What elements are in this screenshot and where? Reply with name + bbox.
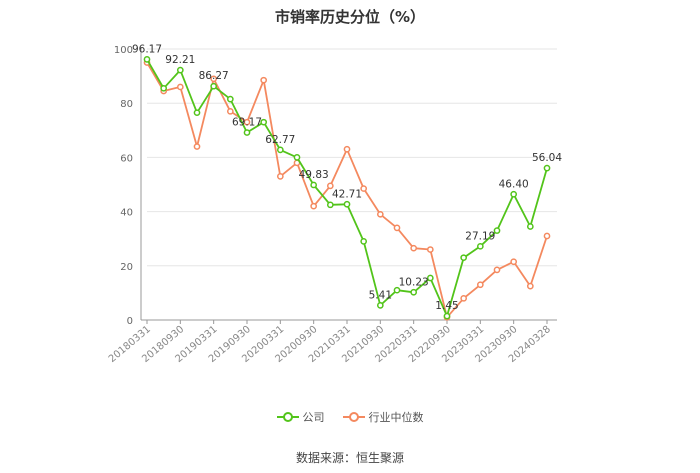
data-label: 27.19 bbox=[465, 230, 495, 242]
industry-median-point bbox=[326, 182, 334, 190]
data-label: 69.17 bbox=[232, 117, 262, 129]
company-point bbox=[226, 95, 234, 103]
company-point bbox=[543, 164, 551, 172]
legend-label-industry-median: 行业中位数 bbox=[368, 411, 424, 424]
legend-item-company[interactable]: 公司 bbox=[276, 409, 325, 425]
industry-median-point bbox=[493, 266, 501, 274]
line-chart: 0204060801002018033120180930201903312019… bbox=[107, 43, 562, 365]
industry-median-point bbox=[243, 118, 251, 126]
industry-median-point bbox=[360, 185, 368, 192]
y-tick-label: 40 bbox=[120, 208, 133, 219]
company-point bbox=[193, 109, 201, 117]
legend-swatch-company-icon bbox=[276, 412, 299, 422]
company-point bbox=[526, 223, 534, 230]
chart-title: 市销率历史分位（%） bbox=[274, 8, 426, 26]
industry-median-point bbox=[460, 294, 468, 302]
data-label: 42.71 bbox=[332, 188, 362, 200]
industry-median-point bbox=[176, 83, 184, 91]
company-point bbox=[293, 154, 301, 161]
industry-median-point bbox=[410, 244, 418, 252]
company-point bbox=[460, 254, 468, 262]
industry-median-point bbox=[476, 281, 484, 289]
data-label: 10.23 bbox=[399, 276, 429, 288]
industry-median-point bbox=[193, 143, 201, 150]
industry-median-point bbox=[276, 173, 284, 180]
company-point bbox=[360, 238, 368, 245]
company-point bbox=[143, 56, 151, 63]
company-point bbox=[426, 274, 434, 282]
industry-median-point bbox=[310, 202, 318, 210]
y-tick-label: 60 bbox=[120, 153, 133, 164]
data-label: 56.04 bbox=[532, 152, 562, 164]
company-point bbox=[493, 227, 501, 234]
company-point bbox=[310, 181, 318, 189]
data-label: 92.21 bbox=[165, 54, 195, 66]
company-point bbox=[160, 84, 168, 92]
y-tick-label: 20 bbox=[120, 262, 133, 273]
industry-median-point bbox=[376, 210, 384, 218]
company-point bbox=[326, 201, 334, 209]
data-label: 5.41 bbox=[369, 289, 392, 301]
company-point bbox=[476, 242, 484, 250]
industry-median-point bbox=[526, 282, 534, 290]
data-label: 46.40 bbox=[499, 178, 529, 190]
data-label: 96.17 bbox=[132, 43, 162, 55]
data-label: 62.77 bbox=[265, 134, 295, 146]
company-point bbox=[510, 190, 518, 198]
company-point bbox=[260, 118, 268, 126]
company-point bbox=[210, 82, 218, 90]
industry-median-point bbox=[510, 258, 518, 266]
y-tick-label: 80 bbox=[120, 99, 133, 110]
company-point bbox=[176, 66, 184, 74]
y-tick-label: 0 bbox=[127, 316, 133, 327]
company-point bbox=[243, 129, 251, 136]
company-point bbox=[276, 146, 284, 154]
legend-item-industry-median[interactable]: 行业中位数 bbox=[342, 409, 424, 425]
legend-label-company: 公司 bbox=[302, 411, 325, 424]
industry-median-point bbox=[426, 246, 434, 253]
data-label: 86.27 bbox=[199, 70, 229, 82]
source-note: 数据来源：恒生聚源 bbox=[295, 451, 404, 465]
industry-median-point bbox=[260, 76, 268, 84]
company-point bbox=[410, 288, 418, 296]
legend-swatch-industry-median-icon bbox=[342, 412, 365, 422]
company-point bbox=[393, 286, 401, 294]
company-point bbox=[343, 200, 351, 208]
company-point bbox=[376, 301, 384, 309]
industry-median-point bbox=[210, 75, 218, 83]
industry-median-point bbox=[343, 145, 351, 153]
industry-median-point bbox=[393, 224, 401, 232]
legend: 公司 行业中位数 bbox=[0, 409, 700, 425]
company-point bbox=[443, 312, 451, 320]
industry-median-point bbox=[226, 107, 234, 115]
data-label: 1.45 bbox=[435, 300, 458, 312]
data-label: 49.83 bbox=[299, 169, 329, 181]
industry-median-point bbox=[543, 232, 551, 240]
y-tick-label: 100 bbox=[114, 45, 133, 56]
